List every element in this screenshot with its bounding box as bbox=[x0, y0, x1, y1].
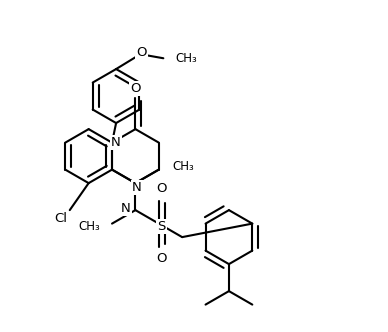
Text: O: O bbox=[156, 182, 167, 195]
Text: N: N bbox=[132, 181, 142, 194]
Text: N: N bbox=[121, 202, 131, 215]
Text: CH₃: CH₃ bbox=[78, 220, 100, 233]
Text: N: N bbox=[111, 136, 121, 149]
Text: S: S bbox=[157, 220, 166, 233]
Text: CH₃: CH₃ bbox=[172, 160, 194, 173]
Text: O: O bbox=[137, 45, 147, 58]
Text: CH₃: CH₃ bbox=[175, 52, 197, 65]
Text: O: O bbox=[130, 82, 141, 95]
Text: Cl: Cl bbox=[54, 212, 67, 225]
Text: O: O bbox=[156, 252, 167, 265]
